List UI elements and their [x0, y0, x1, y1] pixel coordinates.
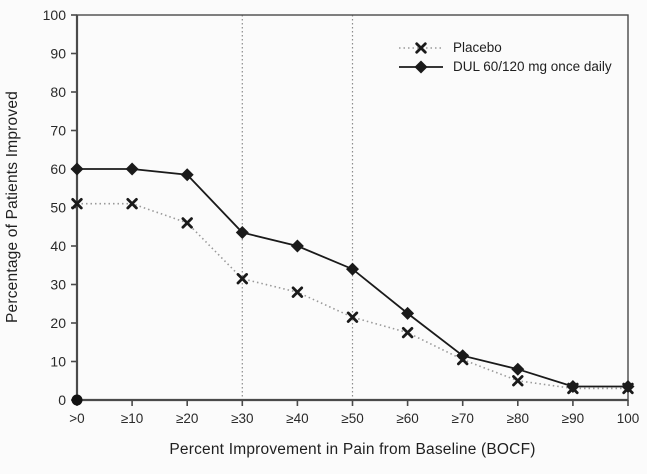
legend-label-placebo: Placebo [453, 40, 502, 55]
svg-text:≥70: ≥70 [451, 411, 473, 426]
svg-text:40: 40 [50, 238, 66, 254]
legend-item-placebo: Placebo [398, 38, 612, 57]
y-axis-title: Percentage of Patients Improved [4, 91, 21, 323]
legend-label-dul: DUL 60/120 mg once daily [453, 59, 612, 74]
svg-text:≥40: ≥40 [286, 411, 308, 426]
svg-text:20: 20 [50, 315, 66, 331]
svg-text:0: 0 [58, 392, 66, 408]
dul-line-marker-icon [399, 60, 443, 73]
chart-legend: Placebo DUL 60/120 mg once daily [398, 38, 612, 76]
x-axis-title: Percent Improvement in Pain from Baselin… [169, 441, 536, 458]
svg-text:≥20: ≥20 [176, 411, 198, 426]
svg-text:70: 70 [50, 123, 66, 139]
svg-text:>0: >0 [69, 411, 84, 426]
placebo-line-marker-icon [399, 41, 443, 54]
svg-text:50: 50 [50, 200, 66, 216]
svg-text:≥60: ≥60 [396, 411, 418, 426]
svg-text:10: 10 [50, 354, 66, 370]
svg-text:80: 80 [50, 84, 66, 100]
svg-text:≥10: ≥10 [121, 411, 143, 426]
legend-item-dul: DUL 60/120 mg once daily [398, 57, 612, 76]
svg-text:100: 100 [43, 7, 67, 23]
svg-text:≥90: ≥90 [562, 411, 584, 426]
svg-text:60: 60 [50, 161, 66, 177]
svg-text:≥30: ≥30 [231, 411, 253, 426]
svg-text:30: 30 [50, 277, 66, 293]
svg-text:≥50: ≥50 [341, 411, 363, 426]
svg-text:≥80: ≥80 [507, 411, 529, 426]
svg-text:90: 90 [50, 46, 66, 62]
svg-text:100: 100 [617, 411, 640, 426]
